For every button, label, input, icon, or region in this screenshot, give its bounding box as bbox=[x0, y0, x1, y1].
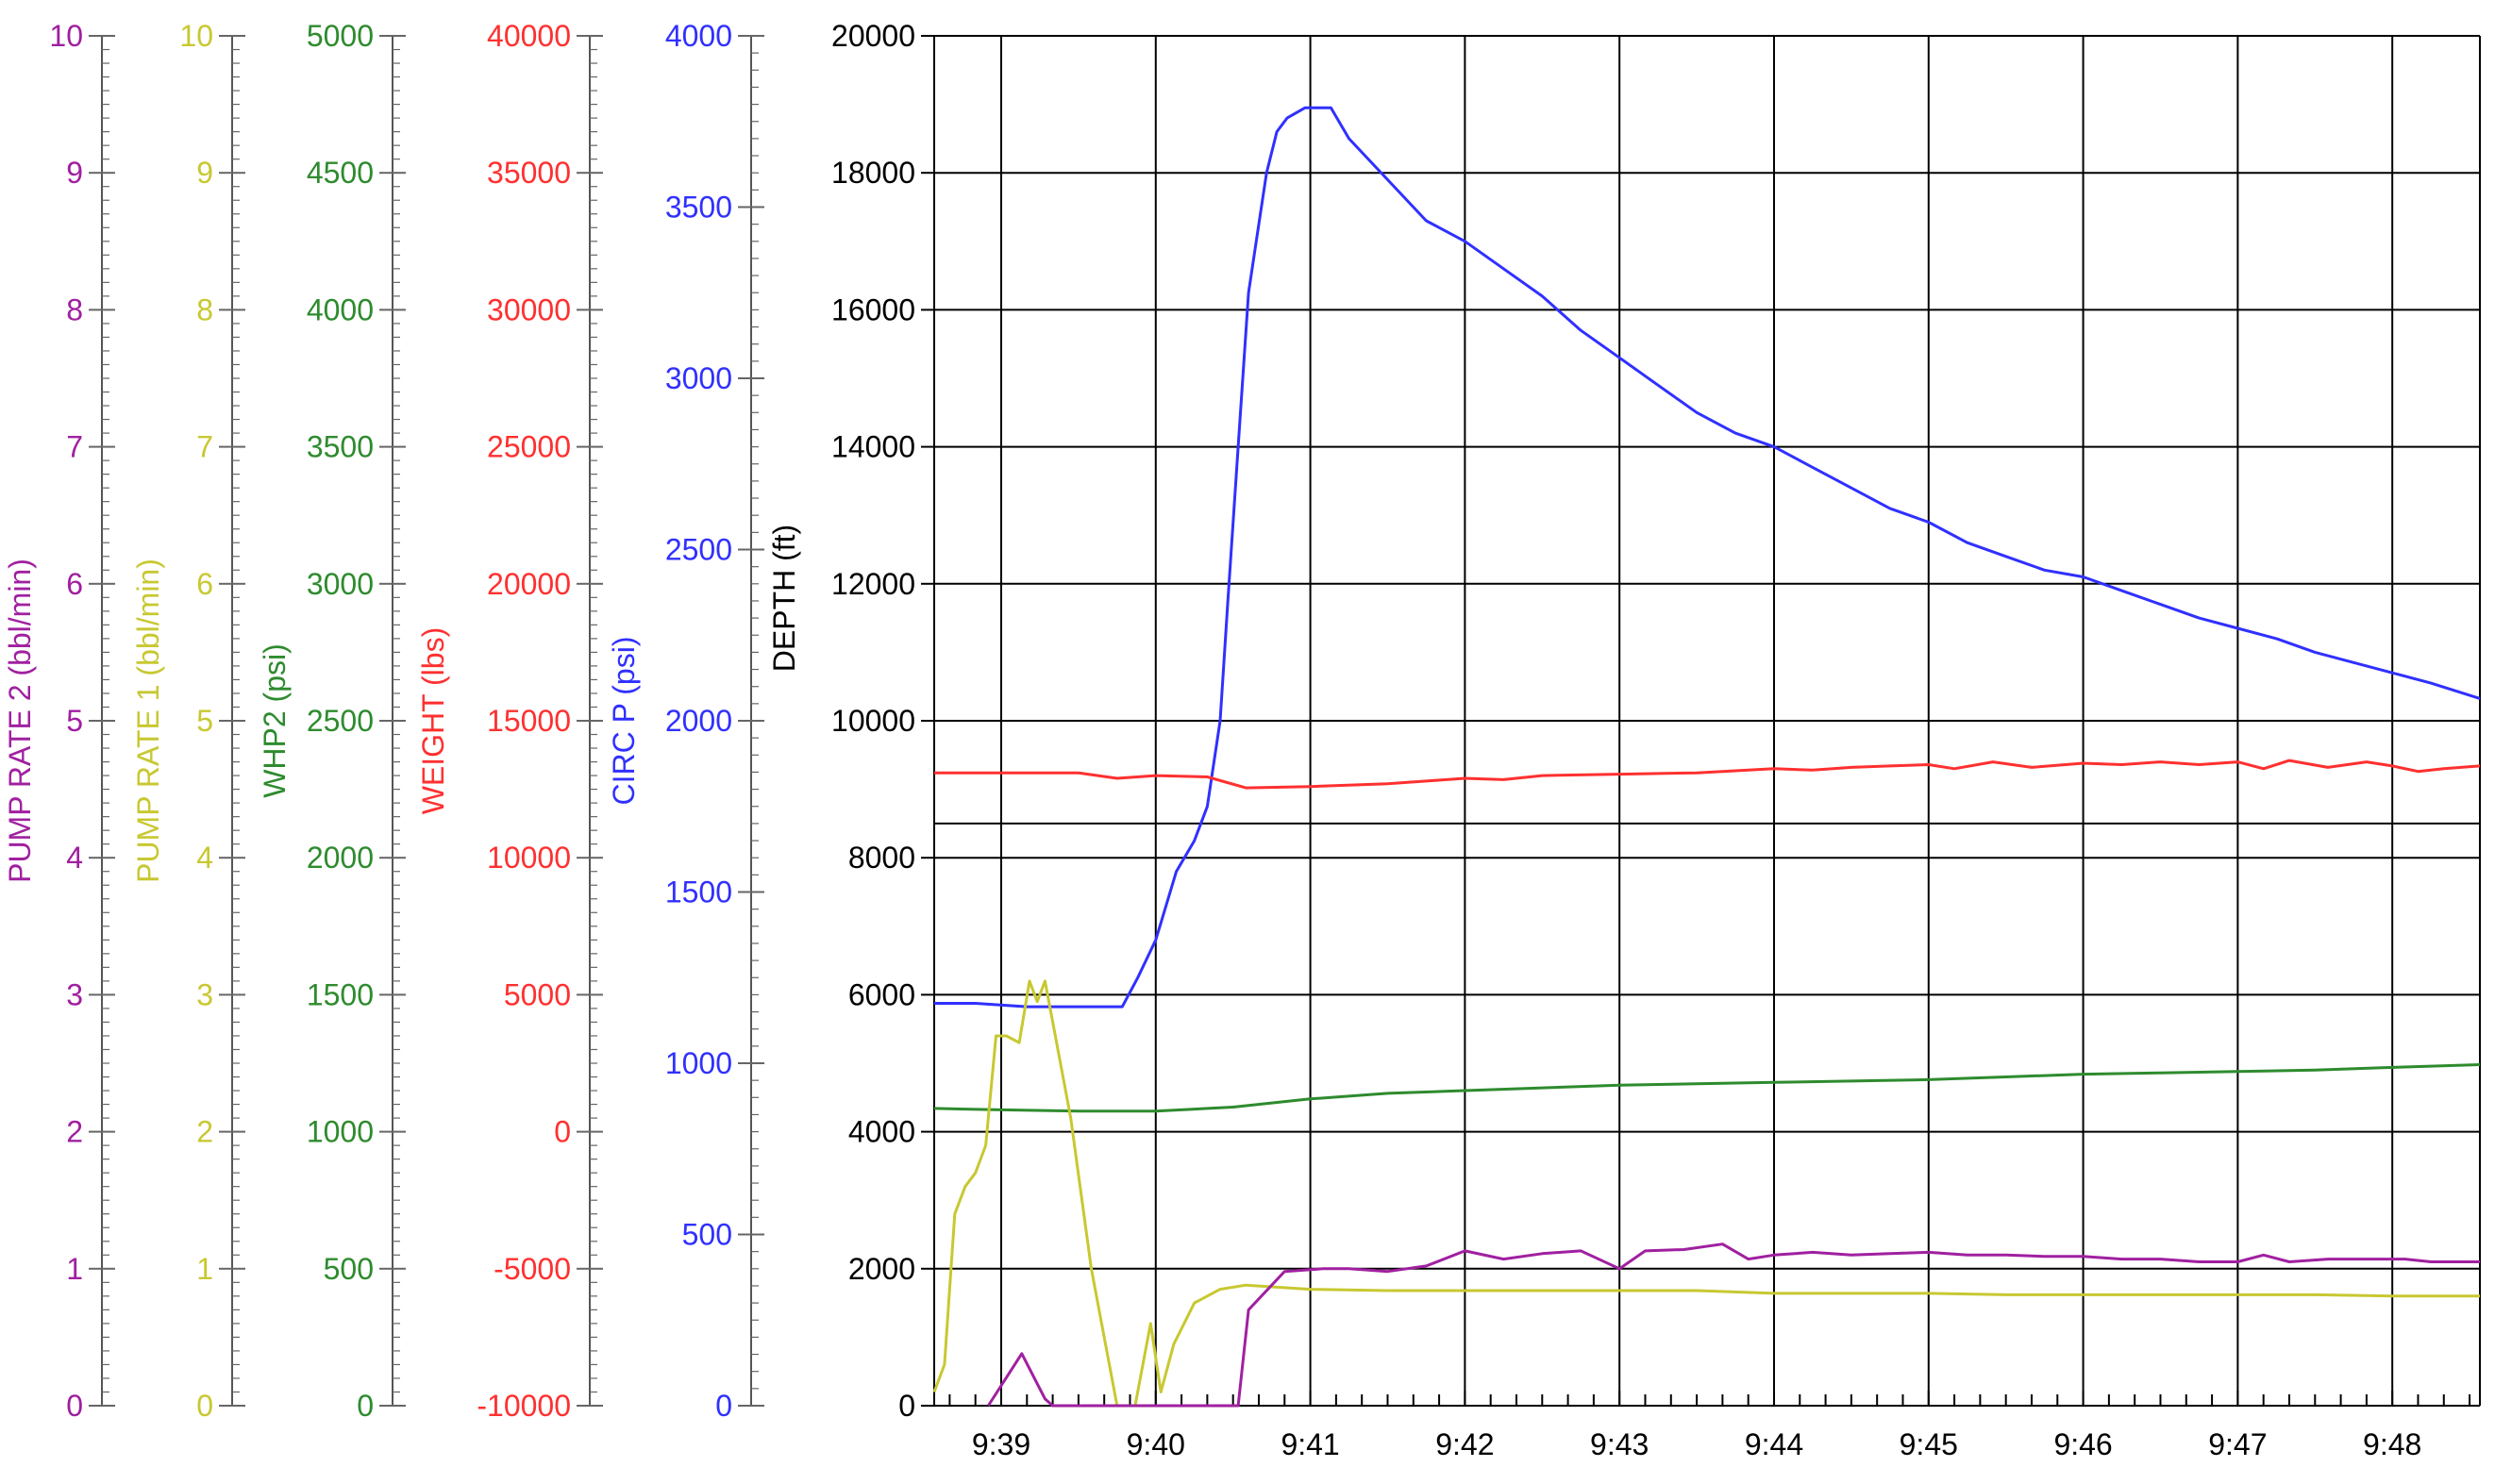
x-tick-label: 9:42 bbox=[1435, 1427, 1494, 1461]
y-axis-weight: -10000 -5000 0 5000 10000 15000 20000 25000 3000… bbox=[477, 19, 603, 1423]
y-tick-label-pump2: 3 bbox=[66, 977, 83, 1011]
y-tick-label-pump1: 2 bbox=[196, 1115, 213, 1149]
axis-title-depth: DEPTH (ft) bbox=[767, 525, 801, 672]
y-tick-label-whp2: 500 bbox=[324, 1252, 374, 1286]
y-tick-label-circ: 2000 bbox=[665, 704, 732, 738]
depth-tick-label: 4000 bbox=[848, 1115, 915, 1149]
y-tick-label-whp2: 1000 bbox=[307, 1115, 374, 1149]
x-tick-label: 9:47 bbox=[2208, 1427, 2267, 1461]
y-tick-label-pump2: 1 bbox=[66, 1252, 83, 1286]
data-series bbox=[932, 106, 2481, 1408]
y-tick-label-pump2: 5 bbox=[66, 704, 83, 738]
y-tick-label-weight: 10000 bbox=[487, 841, 571, 875]
x-tick-label: 9:40 bbox=[1127, 1427, 1185, 1461]
y-axis-pump1: 0 1 2 3 4 5 6 7 8 9 10 bbox=[179, 19, 245, 1423]
y-tick-label-circ: 500 bbox=[682, 1218, 732, 1252]
axis-title-pump2: PUMP RATE 2 (bbl/min) bbox=[3, 559, 37, 883]
x-tick-label: 9:45 bbox=[1900, 1427, 1958, 1461]
y-tick-label-weight: 0 bbox=[554, 1115, 571, 1149]
y-tick-label-whp2: 4000 bbox=[307, 292, 374, 326]
series-line-whp2 bbox=[933, 1063, 2481, 1113]
y-tick-label-weight: 25000 bbox=[487, 430, 571, 464]
y-tick-label-whp2: 1500 bbox=[307, 977, 374, 1011]
axis-title-whp2: WHP2 (psi) bbox=[258, 643, 292, 798]
y-tick-label-weight: 15000 bbox=[487, 704, 571, 738]
y-tick-label-pump1: 5 bbox=[196, 704, 213, 738]
y-tick-label-pump2: 10 bbox=[49, 19, 83, 53]
y-tick-label-whp2: 5000 bbox=[307, 19, 374, 53]
y-tick-label-circ: 3500 bbox=[665, 191, 732, 225]
y-tick-label-whp2: 2500 bbox=[307, 704, 374, 738]
y-tick-label-circ: 4000 bbox=[665, 19, 732, 53]
y-axis-circ: 0 500 1000 1500 2000 2500 3000 3500 4000 bbox=[665, 19, 764, 1423]
y-tick-label-pump2: 8 bbox=[66, 292, 83, 326]
y-tick-label-circ: 1500 bbox=[665, 875, 732, 909]
y-axes: 0200040006000800010000120001400016000180… bbox=[3, 19, 934, 1423]
y-tick-label-pump1: 1 bbox=[196, 1252, 213, 1286]
y-tick-label-pump1: 3 bbox=[196, 977, 213, 1011]
y-tick-label-weight: 40000 bbox=[487, 19, 571, 53]
depth-tick-label: 18000 bbox=[831, 156, 915, 190]
y-tick-label-whp2: 0 bbox=[357, 1389, 374, 1423]
y-tick-label-weight: 30000 bbox=[487, 292, 571, 326]
depth-tick-label: 12000 bbox=[831, 567, 915, 601]
depth-tick-label: 14000 bbox=[831, 430, 915, 464]
y-tick-label-whp2: 3500 bbox=[307, 430, 374, 464]
y-axis-whp2: 0 500 1000 1500 2000 2500 3000 3500 4000 4500 5000 bbox=[307, 19, 406, 1423]
y-tick-label-pump1: 9 bbox=[196, 156, 213, 190]
axis-title-circ: CIRC P (psi) bbox=[607, 637, 641, 806]
plot-grid bbox=[933, 35, 2481, 1407]
y-tick-label-pump1: 6 bbox=[196, 567, 213, 601]
depth-tick-label: 0 bbox=[898, 1389, 915, 1423]
y-tick-label-pump2: 7 bbox=[66, 430, 83, 464]
y-tick-label-pump1: 7 bbox=[196, 430, 213, 464]
series-line-pump1 bbox=[932, 979, 2480, 1408]
y-tick-label-pump2: 9 bbox=[66, 156, 83, 190]
depth-tick-label: 20000 bbox=[831, 19, 915, 53]
y-tick-label-circ: 0 bbox=[715, 1389, 732, 1423]
depth-tick-label: 6000 bbox=[848, 977, 915, 1011]
y-tick-label-circ: 3000 bbox=[665, 361, 732, 395]
axis-title-pump1: PUMP RATE 1 (bbl/min) bbox=[131, 559, 165, 883]
x-tick-label: 9:43 bbox=[1590, 1427, 1649, 1461]
y-tick-label-pump1: 0 bbox=[196, 1389, 213, 1423]
y-tick-label-pump1: 4 bbox=[196, 841, 213, 875]
x-tick-label: 9:39 bbox=[972, 1427, 1030, 1461]
x-axis: 9:39 9:40 9:41 9:42 9:43 9:44 9:45 9:46 9:47 9:48 bbox=[934, 1391, 2480, 1461]
axis-title-weight: WEIGHT (lbs) bbox=[416, 627, 450, 815]
series-line-circ bbox=[934, 106, 2481, 1009]
y-tick-label-pump1: 10 bbox=[179, 19, 213, 53]
x-tick-label: 9:41 bbox=[1281, 1427, 1339, 1461]
y-tick-label-circ: 1000 bbox=[665, 1046, 732, 1080]
y-tick-label-whp2: 2000 bbox=[307, 841, 374, 875]
y-tick-label-weight: -10000 bbox=[477, 1389, 571, 1423]
series-line-weight bbox=[934, 759, 2481, 790]
y-tick-label-circ: 2500 bbox=[665, 533, 732, 567]
y-tick-label-whp2: 3000 bbox=[307, 567, 374, 601]
y-tick-label-weight: -5000 bbox=[494, 1252, 571, 1286]
y-tick-label-pump2: 6 bbox=[66, 567, 83, 601]
y-tick-label-pump1: 8 bbox=[196, 292, 213, 326]
y-tick-label-pump2: 0 bbox=[66, 1389, 83, 1423]
y-tick-label-whp2: 4500 bbox=[307, 156, 374, 190]
x-tick-label: 9:46 bbox=[2053, 1427, 2112, 1461]
y-tick-label-pump2: 2 bbox=[66, 1115, 83, 1149]
series-line-pump2 bbox=[987, 1242, 2480, 1408]
x-tick-label: 9:48 bbox=[2363, 1427, 2421, 1461]
y-tick-label-weight: 20000 bbox=[487, 567, 571, 601]
y-tick-label-weight: 5000 bbox=[504, 977, 571, 1011]
y-tick-label-pump2: 4 bbox=[66, 841, 83, 875]
depth-tick-label: 8000 bbox=[848, 841, 915, 875]
depth-tick-label: 16000 bbox=[831, 292, 915, 326]
depth-tick-label: 10000 bbox=[831, 704, 915, 738]
y-tick-label-weight: 35000 bbox=[487, 156, 571, 190]
x-tick-label: 9:44 bbox=[1745, 1427, 1803, 1461]
depth-tick-label: 2000 bbox=[848, 1252, 915, 1286]
y-axis-pump2: 0 1 2 3 4 5 6 7 8 9 10 bbox=[49, 19, 115, 1423]
